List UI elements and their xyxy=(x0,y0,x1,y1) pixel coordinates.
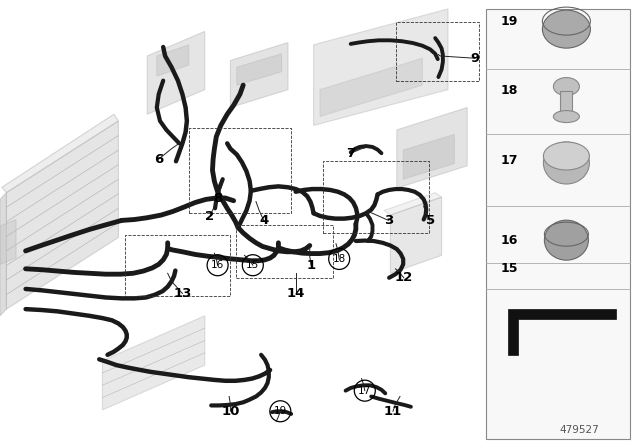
Polygon shape xyxy=(320,58,422,116)
Text: 3: 3 xyxy=(384,214,393,227)
Text: 8: 8 xyxy=(213,192,222,205)
Text: 17: 17 xyxy=(358,386,371,396)
Text: 12: 12 xyxy=(395,271,413,284)
Text: 15: 15 xyxy=(500,262,518,275)
Text: 4: 4 xyxy=(259,214,268,227)
Text: 5: 5 xyxy=(426,214,435,227)
Polygon shape xyxy=(390,197,442,273)
Polygon shape xyxy=(102,316,205,410)
Ellipse shape xyxy=(543,10,591,48)
Text: 11: 11 xyxy=(384,405,402,418)
Text: 6: 6 xyxy=(154,152,163,166)
Text: 17: 17 xyxy=(500,154,518,167)
FancyBboxPatch shape xyxy=(486,9,630,439)
Ellipse shape xyxy=(554,111,579,123)
Text: 14: 14 xyxy=(287,287,305,300)
Text: 13: 13 xyxy=(173,287,191,300)
FancyBboxPatch shape xyxy=(561,90,572,116)
Polygon shape xyxy=(157,45,189,76)
Polygon shape xyxy=(508,309,616,355)
Polygon shape xyxy=(403,134,454,179)
Polygon shape xyxy=(314,9,448,125)
Text: 18: 18 xyxy=(500,84,518,97)
Polygon shape xyxy=(230,43,288,108)
Polygon shape xyxy=(2,114,118,193)
Ellipse shape xyxy=(543,142,589,184)
Text: 10: 10 xyxy=(221,405,239,418)
Text: 1: 1 xyxy=(307,258,316,272)
Polygon shape xyxy=(0,193,6,316)
Text: 16: 16 xyxy=(500,234,518,247)
Text: 18: 18 xyxy=(333,254,346,264)
Text: 479527: 479527 xyxy=(559,425,599,435)
Ellipse shape xyxy=(545,220,588,260)
Text: 16: 16 xyxy=(211,260,224,270)
Text: 15: 15 xyxy=(246,260,259,270)
Text: 7: 7 xyxy=(346,146,355,160)
Polygon shape xyxy=(384,193,442,215)
Ellipse shape xyxy=(554,78,579,95)
Text: 9: 9 xyxy=(470,52,479,65)
Polygon shape xyxy=(6,121,118,309)
Text: 19: 19 xyxy=(500,15,518,28)
Polygon shape xyxy=(237,54,282,85)
Polygon shape xyxy=(147,31,205,114)
Text: 2: 2 xyxy=(205,210,214,223)
Ellipse shape xyxy=(543,142,589,170)
Polygon shape xyxy=(397,108,467,188)
Text: 19: 19 xyxy=(274,406,287,416)
Polygon shape xyxy=(0,220,16,264)
